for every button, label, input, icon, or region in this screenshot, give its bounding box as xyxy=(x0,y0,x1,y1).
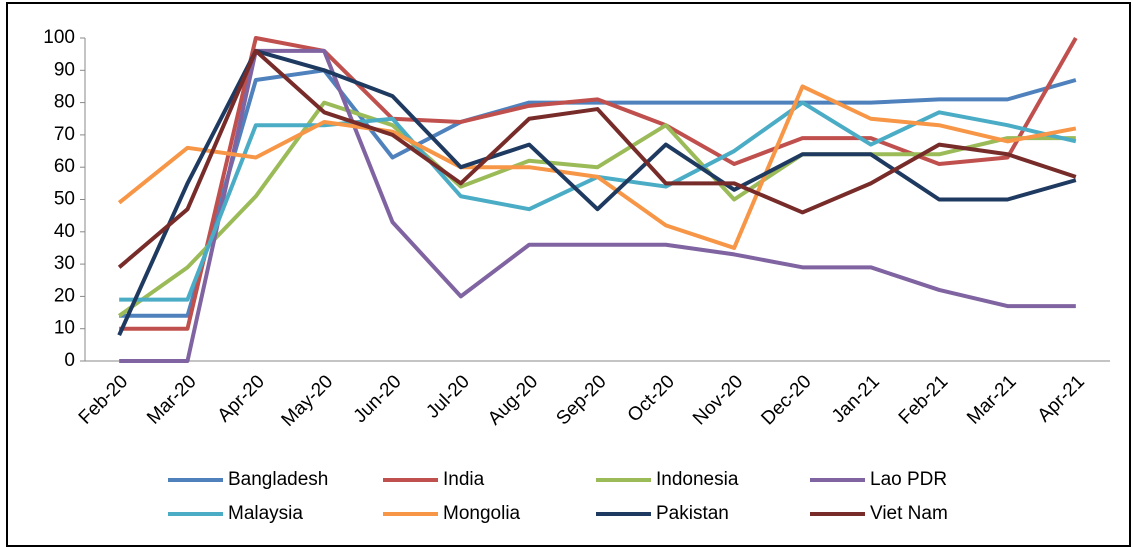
legend-label: Indonesia xyxy=(656,469,739,490)
y-tick-label: 80 xyxy=(54,92,75,113)
y-tick-label: 20 xyxy=(54,285,75,306)
series-line xyxy=(119,48,1076,363)
series-line xyxy=(119,68,1077,318)
legend-label: India xyxy=(443,469,485,490)
series-line xyxy=(117,84,1077,250)
y-tick-label: 70 xyxy=(54,124,75,145)
series-line xyxy=(118,100,1076,318)
y-tick-label: 40 xyxy=(54,221,75,242)
series-line xyxy=(117,48,1077,269)
legend-label: Viet Nam xyxy=(870,503,948,524)
y-tick-label: 0 xyxy=(64,350,75,371)
y-tick-label: 60 xyxy=(54,156,75,177)
series-line xyxy=(117,48,1077,336)
legend-label: Lao PDR xyxy=(870,469,947,490)
chart-frame xyxy=(6,2,1131,547)
y-tick-label: 90 xyxy=(54,59,75,80)
legend-label: Bangladesh xyxy=(228,469,328,490)
y-tick-label: 50 xyxy=(54,189,75,210)
y-tick-label: 100 xyxy=(43,27,75,48)
y-tick-label: 10 xyxy=(54,318,75,339)
legend-label: Pakistan xyxy=(656,503,729,524)
legend-label: Mongolia xyxy=(443,503,521,524)
y-tick-label: 30 xyxy=(54,253,75,274)
legend-label: Malaysia xyxy=(228,503,303,524)
